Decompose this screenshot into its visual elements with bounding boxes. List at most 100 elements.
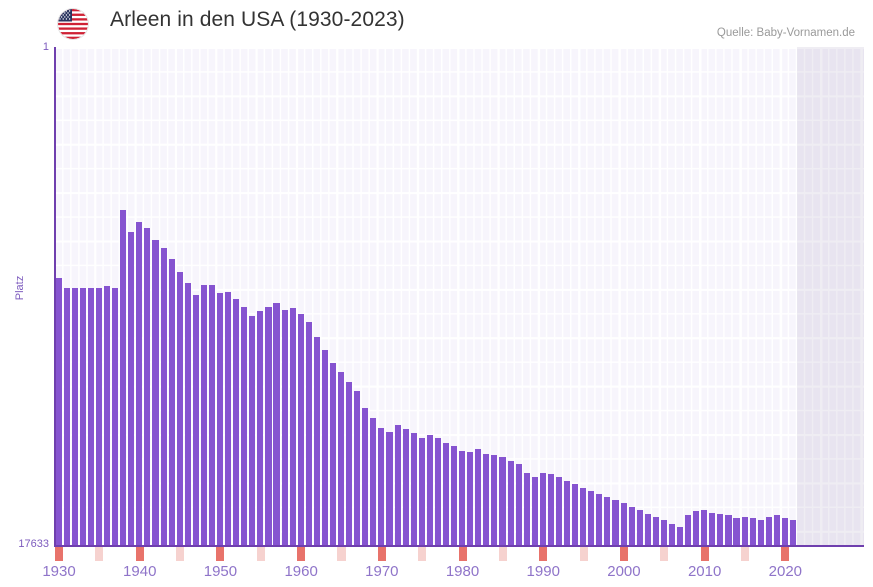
- bar: [531, 477, 538, 546]
- chart-plot-area: [55, 47, 864, 546]
- bar: [410, 433, 417, 546]
- bar: [79, 288, 86, 546]
- x-axis-tick-mark: [216, 547, 225, 561]
- bar: [709, 512, 716, 546]
- bar: [112, 288, 119, 546]
- bar: [612, 499, 619, 546]
- bar: [71, 288, 78, 546]
- bar: [208, 284, 216, 546]
- bar: [668, 523, 675, 546]
- x-axis-tick-mark: [498, 547, 507, 561]
- x-axis-tick-mark: [418, 547, 427, 561]
- bar: [491, 455, 498, 546]
- bar: [676, 526, 684, 546]
- bar: [499, 457, 506, 546]
- x-axis-ticks: 1930 1940 1950 1960 1970 1980 1990 2000 2010 2020: [42, 547, 864, 587]
- bar: [467, 452, 474, 546]
- x-axis-tick-mark: [740, 547, 749, 561]
- bar: [297, 313, 304, 546]
- bar: [184, 282, 191, 546]
- bar: [55, 277, 62, 546]
- x-axis-tick-mark: [579, 547, 588, 561]
- bar: [128, 231, 135, 546]
- bar: [95, 288, 103, 546]
- bar: [313, 337, 320, 546]
- x-axis-tick-label: 1930: [42, 563, 76, 580]
- bar: [660, 519, 667, 546]
- bar: [329, 362, 337, 546]
- x-axis-tick-mark: [297, 547, 306, 561]
- bar: [192, 294, 199, 546]
- bar: [644, 513, 651, 546]
- bar: [773, 515, 780, 546]
- bar: [475, 448, 482, 546]
- bar: [120, 210, 127, 546]
- us-flag-icon: [58, 9, 88, 39]
- x-axis-tick-mark: [135, 547, 144, 561]
- bar: [765, 516, 772, 546]
- bar: [152, 239, 159, 546]
- bar: [547, 474, 554, 546]
- x-axis-tick-mark: [660, 547, 669, 561]
- bar: [200, 284, 207, 546]
- bar: [394, 424, 401, 546]
- x-axis-tick-mark: [256, 547, 265, 561]
- bar: [370, 417, 377, 546]
- bar: [580, 488, 587, 546]
- bar: [507, 460, 514, 546]
- x-axis-tick-mark: [337, 547, 346, 561]
- bar: [515, 464, 522, 546]
- bar: [789, 519, 797, 546]
- bar: [636, 509, 643, 546]
- x-axis-tick-mark: [539, 547, 548, 561]
- bar: [321, 349, 328, 546]
- y-axis-title: Platz: [14, 275, 26, 301]
- bar: [144, 227, 151, 546]
- x-axis-tick-mark: [619, 547, 628, 561]
- source-label: Quelle: Baby-Vornamen.de: [716, 27, 855, 39]
- bar: [87, 288, 94, 546]
- bar: [652, 516, 659, 546]
- bar: [693, 511, 700, 546]
- bar: [426, 434, 433, 546]
- bar: [249, 315, 256, 546]
- bar: [217, 292, 224, 546]
- x-axis-tick-mark: [55, 547, 64, 561]
- bar: [281, 309, 288, 546]
- bar: [628, 506, 635, 546]
- bar: [418, 437, 425, 546]
- bar: [564, 480, 571, 546]
- bar: [539, 472, 546, 546]
- bar: [434, 437, 441, 546]
- bar: [176, 271, 183, 546]
- bar: [442, 442, 450, 546]
- x-axis-tick-label: 1970: [365, 563, 399, 580]
- x-axis-tick-label: 1940: [123, 563, 157, 580]
- x-axis-tick-label: 2020: [768, 563, 803, 580]
- bar: [604, 496, 611, 546]
- bar: [386, 431, 393, 546]
- x-axis-tick-label: 2010: [687, 563, 722, 580]
- bar: [749, 518, 756, 546]
- bar: [136, 221, 143, 546]
- bar: [354, 390, 361, 546]
- x-axis-tick-label: 1960: [284, 563, 318, 580]
- bar: [289, 308, 296, 546]
- bar: [572, 484, 579, 546]
- bar: [378, 427, 385, 546]
- x-axis-tick-label: 1990: [526, 563, 560, 580]
- bar: [596, 494, 603, 546]
- bar: [523, 472, 530, 546]
- bar: [717, 513, 724, 546]
- bar: [459, 451, 466, 546]
- bar: [241, 306, 248, 546]
- x-axis-tick-mark: [781, 547, 790, 561]
- bar: [273, 303, 280, 546]
- bar: [265, 306, 272, 546]
- bar: [402, 429, 409, 546]
- bar-series: [55, 47, 864, 546]
- bar: [781, 518, 788, 546]
- bar: [362, 407, 369, 546]
- x-axis-tick-mark: [700, 547, 709, 561]
- chart-header: Arleen in den USA (1930-2023) Quelle: Ba…: [0, 0, 873, 47]
